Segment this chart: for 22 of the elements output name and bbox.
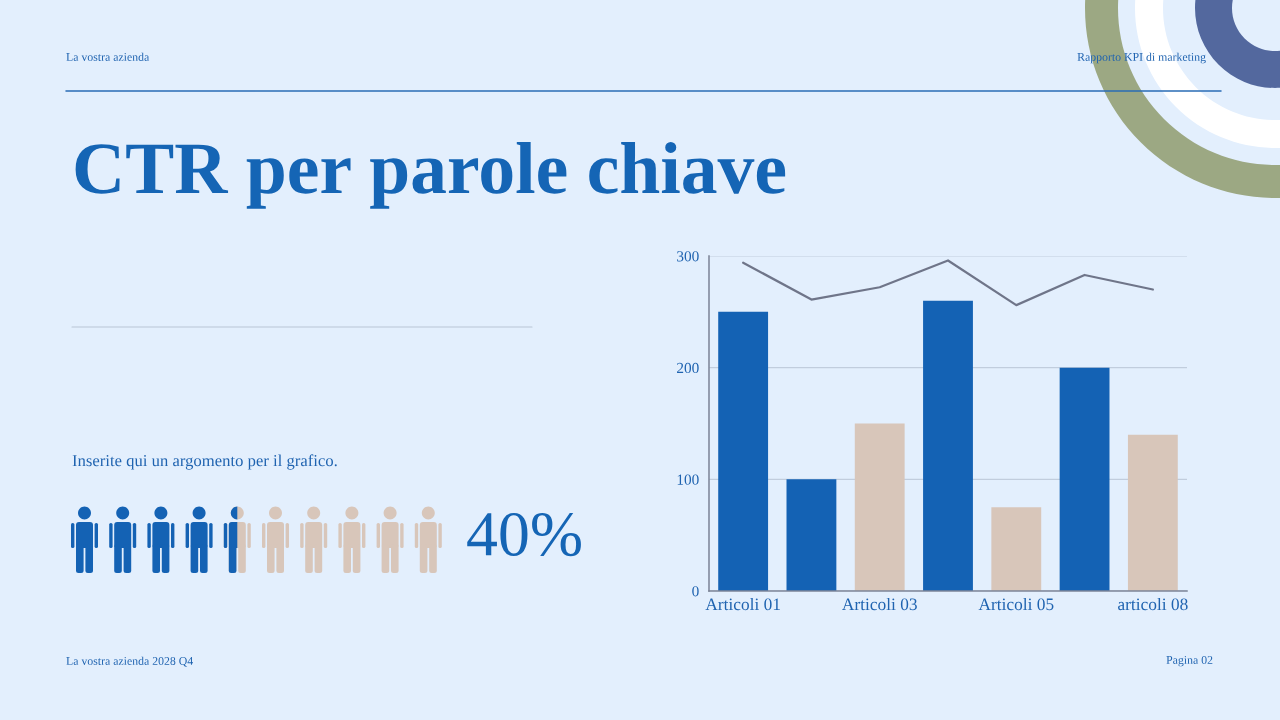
- bar: [786, 479, 837, 591]
- x-tick-label: Articoli 05: [978, 597, 1054, 611]
- bar: [1059, 367, 1110, 591]
- text: La vostra azienda: [66, 52, 150, 61]
- text: Pagina 02: [1166, 655, 1213, 667]
- text: La vostra azienda 2028 Q4: [66, 656, 194, 667]
- bar: [854, 423, 905, 591]
- text: 40%: [467, 512, 581, 557]
- y-tick-label: 100: [677, 474, 699, 485]
- bar: [718, 311, 769, 591]
- y-tick-label: 200: [677, 362, 699, 374]
- chart-title: CTR per parole chiave: [75, 141, 786, 209]
- line-series: [742, 259, 1154, 307]
- y-tick-label: 300: [677, 251, 699, 262]
- bar: [991, 507, 1042, 591]
- x-tick-label: Articoli 01: [705, 597, 780, 611]
- x-tick-label: Articoli 03: [842, 597, 917, 611]
- bar: [923, 300, 973, 591]
- text: Inserite qui un argomento per il grafico.: [72, 454, 337, 470]
- bar: [1127, 434, 1178, 591]
- x-tick-label: articoli 08: [1118, 597, 1188, 611]
- y-tick-label: 0: [692, 586, 699, 597]
